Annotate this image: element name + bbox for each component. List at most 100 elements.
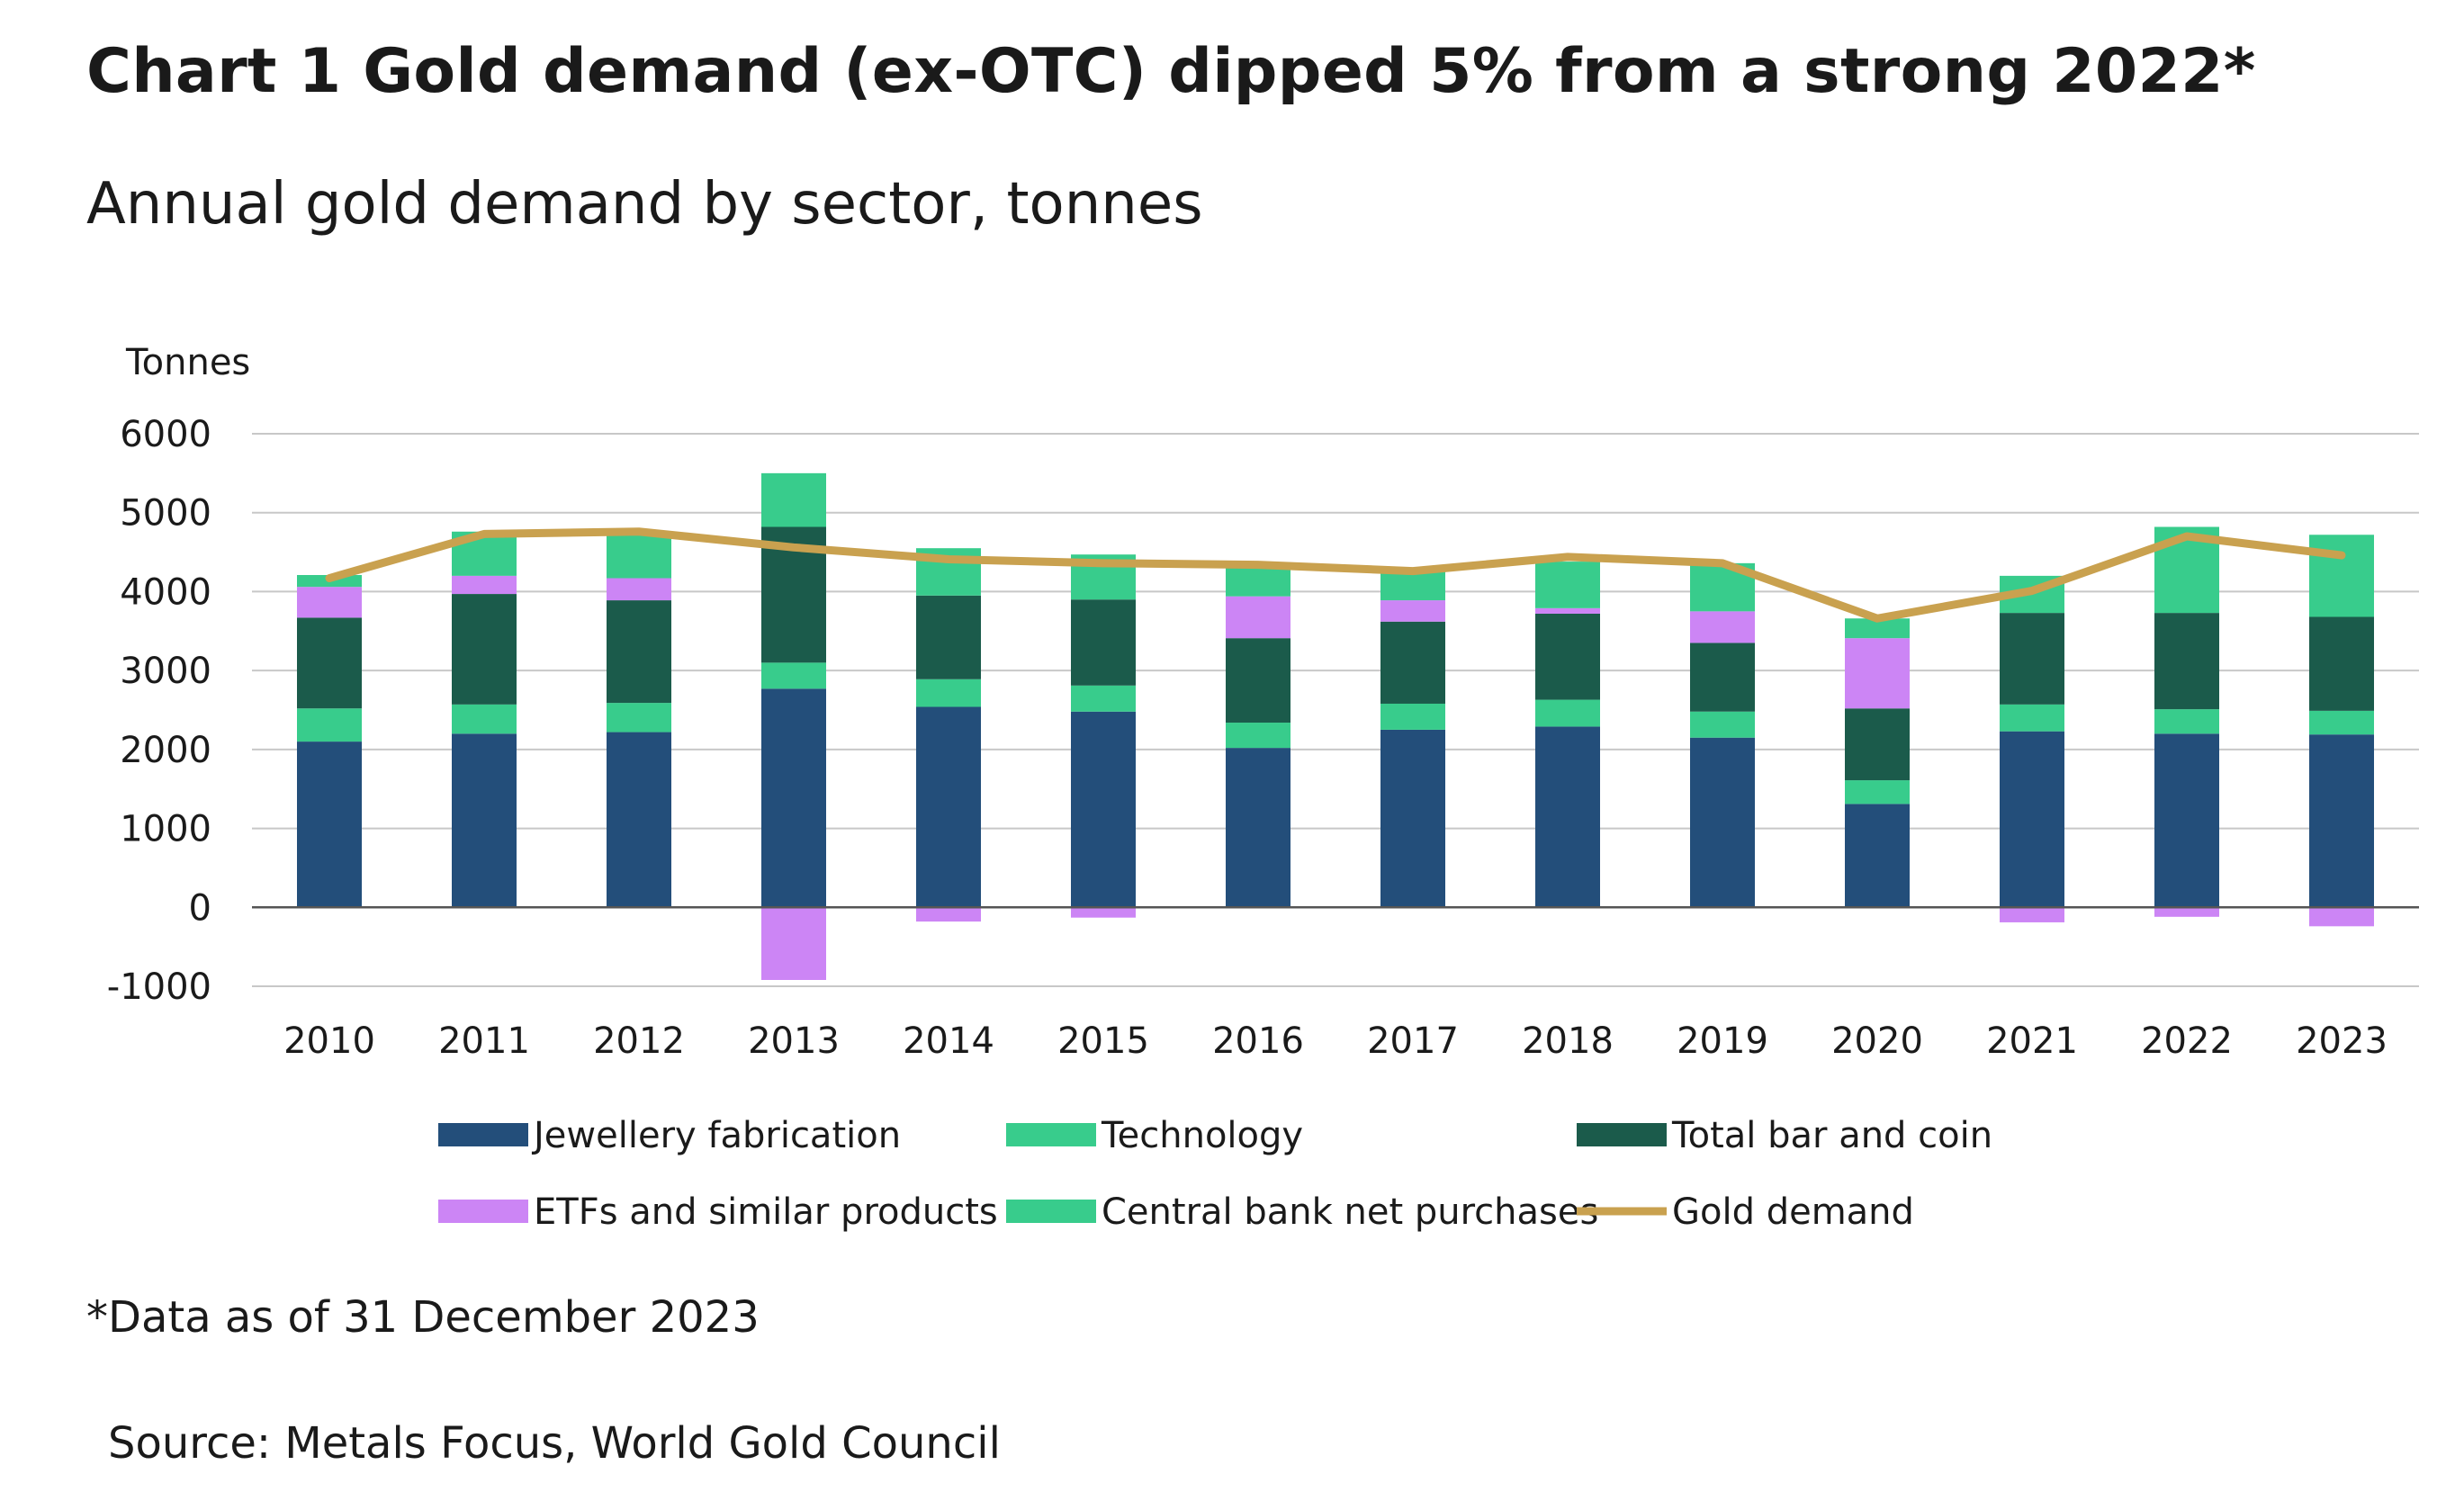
bar-total-bar-and-coin-2023 [2309, 616, 2374, 711]
bar-etfs-and-similar-products-2012 [607, 578, 671, 601]
legend-label: Jewellery fabrication [531, 1115, 901, 1156]
chart-title: Chart 1 Gold demand (ex-OTC) dipped 5% f… [86, 36, 2256, 107]
bar-jewellery-fabrication-2013 [761, 688, 826, 908]
bar-total-bar-and-coin-2021 [2000, 613, 2064, 705]
y-tick-label: 3000 [120, 651, 211, 692]
bar-jewellery-fabrication-2023 [2309, 734, 2374, 908]
gridlines [252, 433, 2419, 987]
bar-etfs-and-similar-products-2020 [1845, 638, 1910, 709]
bar-jewellery-fabrication-2019 [1690, 737, 1755, 908]
bar-total-bar-and-coin-2011 [452, 594, 517, 705]
y-tick-label: -1000 [107, 966, 211, 1008]
y-tick-label: 2000 [120, 730, 211, 771]
x-tick-label: 2013 [748, 1020, 840, 1062]
bar-central-bank-net-purchases-2012 [607, 531, 671, 579]
bar-total-bar-and-coin-2018 [1535, 613, 1600, 700]
bar-total-bar-and-coin-2017 [1380, 621, 1445, 704]
bar-etfs-and-similar-products-2017 [1380, 600, 1445, 622]
legend-swatch [1577, 1123, 1667, 1146]
bar-etfs-and-similar-products-2010 [297, 587, 362, 618]
chart-subtitle: Annual gold demand by sector, tonnes [86, 171, 1203, 238]
bars [297, 472, 2374, 980]
gold-demand-chart: Tonnes 6000 5000 4000 3000 2000 1000 0 -1000 20… [107, 342, 2419, 1233]
source-note: Source: Metals Focus, World Gold Council [108, 1418, 1001, 1469]
bar-total-bar-and-coin-2020 [1845, 708, 1910, 781]
x-tick-labels: 2010 2011 2012 2013 2014 2015 2016 2017 2018 2019… [283, 1020, 2388, 1062]
bar-jewellery-fabrication-2018 [1535, 726, 1600, 908]
legend-swatch [1006, 1123, 1096, 1146]
bar-technology-2018 [1535, 699, 1600, 727]
x-tick-label: 2011 [438, 1020, 530, 1062]
legend-swatch [438, 1123, 528, 1146]
bar-etfs-and-similar-products-2015 [1071, 907, 1136, 918]
bar-jewellery-fabrication-2015 [1071, 711, 1136, 908]
footnote: *Data as of 31 December 2023 [86, 1292, 760, 1343]
y-tick-label: 0 [189, 887, 211, 929]
bar-technology-2012 [607, 703, 671, 733]
bar-central-bank-net-purchases-2013 [761, 472, 826, 527]
x-tick-label: 2018 [1522, 1020, 1614, 1062]
bar-jewellery-fabrication-2014 [916, 706, 981, 908]
bar-jewellery-fabrication-2021 [2000, 731, 2064, 908]
bar-total-bar-and-coin-2022 [2154, 613, 2219, 710]
y-tick-label: 6000 [120, 414, 211, 455]
bar-technology-2014 [916, 679, 981, 707]
x-tick-label: 2020 [1831, 1020, 1923, 1062]
x-tick-label: 2010 [283, 1020, 375, 1062]
bar-total-bar-and-coin-2015 [1071, 599, 1136, 686]
bar-total-bar-and-coin-2014 [916, 595, 981, 679]
x-tick-label: 2014 [903, 1020, 994, 1062]
y-tick-label: 4000 [120, 571, 211, 613]
bar-technology-2010 [297, 708, 362, 742]
bar-technology-2021 [2000, 704, 2064, 732]
bar-jewellery-fabrication-2016 [1226, 748, 1290, 908]
bar-total-bar-and-coin-2016 [1226, 638, 1290, 724]
bar-central-bank-net-purchases-2018 [1535, 562, 1600, 608]
y-tick-label: 1000 [120, 809, 211, 850]
bar-etfs-and-similar-products-2022 [2154, 907, 2219, 917]
bar-technology-2019 [1690, 711, 1755, 738]
bar-etfs-and-similar-products-2023 [2309, 907, 2374, 927]
bar-total-bar-and-coin-2012 [607, 600, 671, 704]
bar-jewellery-fabrication-2022 [2154, 733, 2219, 908]
bar-central-bank-net-purchases-2017 [1380, 571, 1445, 601]
bar-jewellery-fabrication-2011 [452, 733, 517, 908]
bar-technology-2023 [2309, 710, 2374, 735]
legend-label: Gold demand [1672, 1191, 1914, 1233]
bar-technology-2015 [1071, 685, 1136, 712]
bar-technology-2020 [1845, 780, 1910, 804]
x-tick-label: 2021 [1986, 1020, 2078, 1062]
x-tick-label: 2019 [1677, 1020, 1768, 1062]
y-axis-title: Tonnes [125, 342, 250, 383]
bar-total-bar-and-coin-2019 [1690, 643, 1755, 712]
bar-technology-2022 [2154, 709, 2219, 734]
legend-label: Technology [1101, 1115, 1303, 1156]
x-tick-label: 2012 [593, 1020, 685, 1062]
x-tick-label: 2017 [1367, 1020, 1459, 1062]
legend-label: Central bank net purchases [1102, 1191, 1598, 1233]
bar-technology-2016 [1226, 723, 1290, 749]
y-tick-labels: 6000 5000 4000 3000 2000 1000 0 -1000 [107, 414, 211, 1008]
x-tick-label: 2015 [1057, 1020, 1149, 1062]
bar-total-bar-and-coin-2010 [297, 617, 362, 709]
x-tick-label: 2016 [1212, 1020, 1304, 1062]
x-tick-label: 2023 [2296, 1020, 2388, 1062]
bar-etfs-and-similar-products-2014 [916, 907, 981, 922]
legend-swatch [1006, 1200, 1096, 1223]
bar-etfs-and-similar-products-2016 [1226, 596, 1290, 639]
gold-demand-line-layer [325, 527, 2346, 623]
legend: Jewellery fabrication Technology Total bar… [438, 1115, 1992, 1233]
bar-etfs-and-similar-products-2021 [2000, 907, 2064, 922]
bar-jewellery-fabrication-2012 [607, 732, 671, 908]
gold-demand-line [325, 527, 2346, 623]
bar-etfs-and-similar-products-2018 [1535, 607, 1600, 614]
bar-technology-2017 [1380, 703, 1445, 730]
legend-label: Total bar and coin [1671, 1115, 1992, 1156]
bar-etfs-and-similar-products-2019 [1690, 611, 1755, 643]
bar-central-bank-net-purchases-2020 [1845, 618, 1910, 639]
bar-jewellery-fabrication-2017 [1380, 729, 1445, 908]
bar-etfs-and-similar-products-2013 [761, 907, 826, 980]
bar-technology-2013 [761, 662, 826, 689]
bar-jewellery-fabrication-2010 [297, 742, 362, 908]
x-tick-label: 2022 [2141, 1020, 2233, 1062]
